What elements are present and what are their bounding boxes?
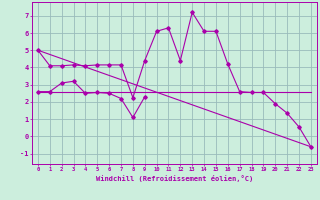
X-axis label: Windchill (Refroidissement éolien,°C): Windchill (Refroidissement éolien,°C) xyxy=(96,175,253,182)
